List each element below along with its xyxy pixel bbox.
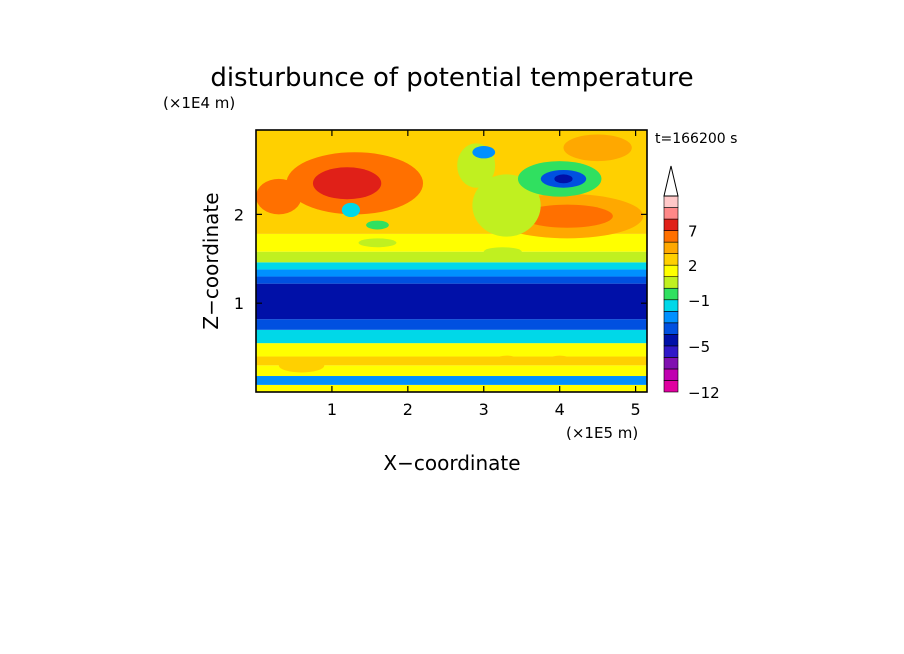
y-axis: 12 bbox=[234, 205, 647, 313]
chart-title: disturbunce of potential temperature bbox=[210, 63, 693, 93]
contour-feature-5 bbox=[472, 174, 541, 237]
x-tick-label-3: 3 bbox=[479, 400, 489, 419]
band-6 bbox=[256, 319, 647, 330]
x-unit-label: (×1E5 m) bbox=[566, 424, 638, 442]
contour-feature-9 bbox=[554, 174, 573, 184]
y-axis-label: Z−coordinate bbox=[199, 192, 223, 329]
contour-feature-4 bbox=[521, 204, 613, 228]
colorbar-swatch-11 bbox=[663, 253, 679, 266]
colorbar-swatch-4 bbox=[663, 334, 679, 347]
contour-feature-2 bbox=[256, 178, 302, 215]
colorbar: 7 2 −1 −5 −12 bbox=[663, 165, 720, 402]
band-2 bbox=[256, 365, 647, 377]
time-label: t=166200 s bbox=[655, 131, 737, 147]
contour-feature-14 bbox=[358, 238, 397, 248]
y-tick-label-1: 1 bbox=[234, 294, 244, 313]
colorbar-swatch-9 bbox=[663, 276, 679, 289]
colorbar-label-3: −5 bbox=[688, 338, 710, 356]
colorbar-swatch-0 bbox=[663, 380, 679, 393]
colorbar-swatch-6 bbox=[663, 310, 679, 324]
colorbar-label-2: −1 bbox=[688, 292, 710, 310]
y-unit-label: (×1E4 m) bbox=[163, 94, 235, 112]
colorbar-label-1: 2 bbox=[688, 257, 698, 275]
colorbar-swatch-13 bbox=[663, 230, 679, 243]
contour-plot-area bbox=[256, 130, 647, 392]
band-11 bbox=[256, 251, 647, 263]
band-4 bbox=[256, 343, 647, 357]
contour-feature-1 bbox=[312, 167, 382, 200]
band-0 bbox=[256, 384, 647, 392]
band-10 bbox=[256, 262, 647, 270]
band-12 bbox=[256, 233, 647, 252]
colorbar-swatch-7 bbox=[663, 299, 679, 312]
colorbar-extend-arrow bbox=[663, 165, 679, 197]
band-9 bbox=[256, 269, 647, 277]
band-7 bbox=[256, 283, 647, 320]
colorbar-swatch-14 bbox=[663, 218, 679, 231]
x-axis-label: X−coordinate bbox=[383, 451, 520, 475]
plot-frame bbox=[255, 129, 648, 393]
colorbar-swatch-8 bbox=[663, 287, 679, 301]
colorbar-swatch-10 bbox=[663, 264, 679, 278]
band-1 bbox=[256, 376, 647, 385]
colorbar-swatch-12 bbox=[663, 241, 679, 254]
x-axis: 1 2 3 4 5 bbox=[327, 130, 641, 419]
band-3 bbox=[256, 356, 647, 366]
contour-feature-16 bbox=[550, 355, 569, 361]
contour-feature-10 bbox=[563, 134, 632, 162]
contour-feature-12 bbox=[341, 202, 361, 218]
contour-feature-13 bbox=[366, 220, 389, 230]
band-5 bbox=[256, 329, 647, 344]
x-tick-label-1: 1 bbox=[327, 400, 337, 419]
colorbar-swatch-16 bbox=[663, 195, 679, 208]
y-tick-label-2: 2 bbox=[234, 205, 244, 224]
contour-feature-18 bbox=[278, 358, 325, 373]
x-tick-label-2: 2 bbox=[403, 400, 413, 419]
x-tick-label-5: 5 bbox=[631, 400, 641, 419]
colorbar-swatch-2 bbox=[663, 357, 679, 370]
colorbar-swatch-1 bbox=[663, 368, 679, 381]
colorbar-label-4: −12 bbox=[688, 384, 720, 402]
band-8 bbox=[256, 276, 647, 284]
colorbar-swatch-5 bbox=[663, 322, 679, 335]
contour-feature-15 bbox=[483, 247, 522, 257]
colorbar-label-0: 7 bbox=[688, 223, 698, 241]
x-tick-label-4: 4 bbox=[555, 400, 565, 419]
contour-feature-11 bbox=[472, 145, 496, 159]
contour-feature-17 bbox=[497, 355, 516, 361]
colorbar-swatch-3 bbox=[663, 345, 679, 358]
colorbar-swatch-15 bbox=[663, 207, 679, 220]
